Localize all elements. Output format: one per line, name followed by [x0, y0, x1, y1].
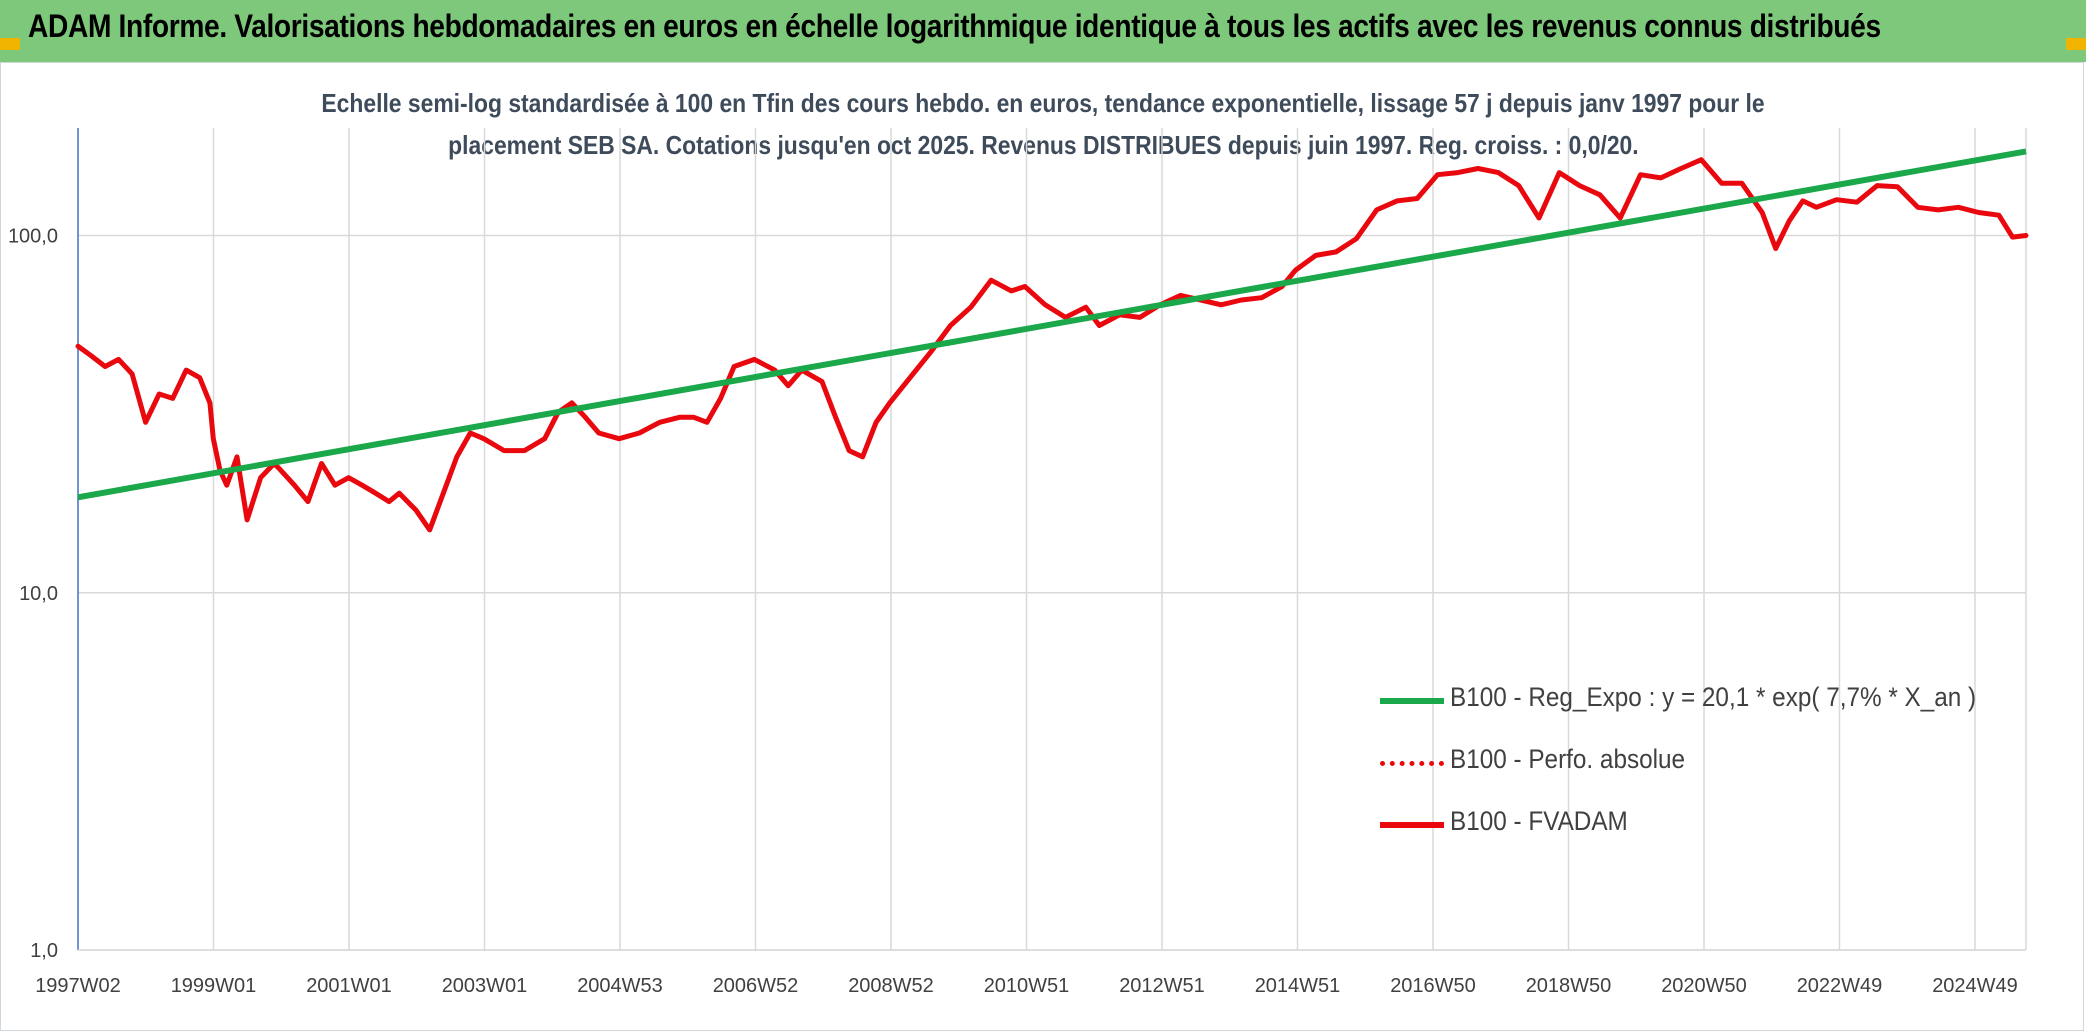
x-tick-label: 2022W49 — [1797, 975, 1883, 997]
x-tick-label: 2003W01 — [442, 975, 528, 997]
x-tick-label: 1999W01 — [171, 975, 257, 997]
x-tick-label: 2006W52 — [713, 975, 799, 997]
x-tick-label: 2020W50 — [1661, 975, 1747, 997]
x-tick-label: 2004W53 — [577, 975, 663, 997]
x-tick-label: 2014W51 — [1255, 975, 1341, 997]
x-tick-label: 2016W50 — [1390, 975, 1476, 997]
legend-label-trend: B100 - Reg_Expo : y = 20,1 * exp( 7,7% *… — [1450, 682, 1977, 712]
x-tick-label: 2012W51 — [1119, 975, 1205, 997]
x-tick-label: 2010W51 — [984, 975, 1070, 997]
title-bar: ADAM Informe. Valorisations hebdomadaire… — [0, 0, 2086, 62]
legend-item-fvadam: B100 - FVADAM — [1380, 806, 2020, 846]
chart-area — [0, 62, 2084, 1031]
legend-swatch-trend — [1380, 698, 1444, 704]
legend-item-perfo: B100 - Perfo. absolue — [1380, 744, 2020, 784]
x-tick-label: 1997W02 — [35, 975, 121, 997]
x-tick-label: 2001W01 — [306, 975, 392, 997]
series-line-fvadam — [75, 157, 2029, 533]
legend-swatch-perfo — [1380, 761, 1444, 766]
y-tick-label: 10,0 — [19, 583, 58, 605]
series-line-trend — [77, 148, 2027, 501]
corner-mark-left — [0, 38, 20, 50]
legend-label-fvadam: B100 - FVADAM — [1450, 806, 1628, 836]
legend-label-perfo: B100 - Perfo. absolue — [1450, 744, 1686, 774]
page-title: ADAM Informe. Valorisations hebdomadaire… — [28, 8, 1881, 44]
chart-title-line1: Echelle semi-log standardisée à 100 en T… — [321, 88, 1765, 118]
x-tick-label: 2024W49 — [1932, 975, 2018, 997]
x-tick-label: 2008W52 — [848, 975, 934, 997]
y-tick-label: 1,0 — [30, 940, 58, 962]
corner-mark-right — [2066, 38, 2086, 50]
x-tick-label: 2018W50 — [1526, 975, 1612, 997]
legend-swatch-fvadam — [1380, 822, 1444, 828]
y-tick-label: 100,0 — [8, 226, 58, 248]
chart-title-line2: placement SEB SA. Cotations jusqu'en oct… — [447, 130, 1639, 160]
legend-item-trend: B100 - Reg_Expo : y = 20,1 * exp( 7,7% *… — [1380, 682, 2020, 722]
